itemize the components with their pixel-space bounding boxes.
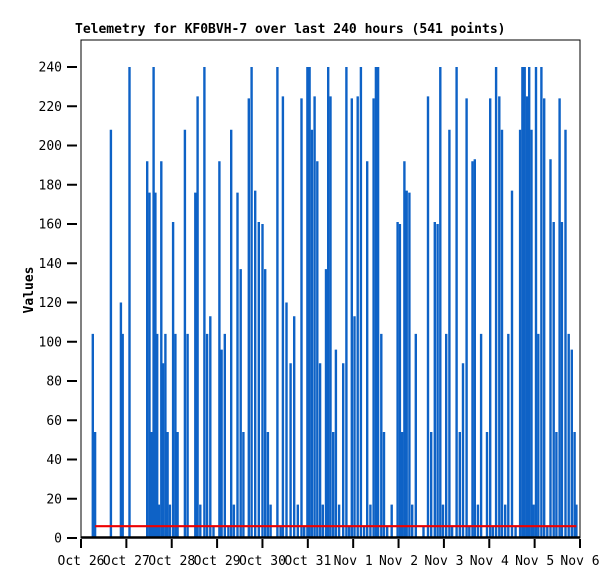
- y-tick-label: 180: [39, 178, 62, 193]
- x-tick-label: Nov 4: [470, 554, 509, 569]
- y-tick-label: 160: [39, 218, 62, 233]
- y-tick-label: 60: [46, 414, 62, 429]
- x-tick-label: Oct 31: [284, 554, 331, 569]
- chart-title: Telemetry for KF0BVH-7 over last 240 hou…: [75, 22, 505, 37]
- x-tick-label: Nov 2: [379, 554, 418, 569]
- x-tick-label: Oct 27: [103, 554, 150, 569]
- y-tick-label: 140: [39, 257, 62, 272]
- x-tick-label: Nov 5: [515, 554, 554, 569]
- y-tick-label: 0: [54, 532, 62, 547]
- x-tick-label: Oct 26: [58, 554, 105, 569]
- x-tick-label: Oct 29: [194, 554, 241, 569]
- y-tick-label: 120: [39, 296, 62, 311]
- x-tick-label: Nov 1: [334, 554, 373, 569]
- x-tick-label: Oct 28: [148, 554, 195, 569]
- y-tick-label: 200: [39, 139, 62, 154]
- impulse-series: [91, 67, 578, 538]
- plot-frame: [80, 39, 581, 539]
- y-axis-title: Values: [22, 267, 37, 314]
- x-tick-label: Nov 3: [424, 554, 463, 569]
- y-tick-label: 80: [46, 375, 62, 390]
- y-tick-label: 100: [39, 335, 62, 350]
- y-tick-label: 40: [46, 453, 62, 468]
- y-axis-ticks: 0 20 40 60 80 100 120 140 160 180 200 220 240: [39, 61, 77, 547]
- y-tick-label: 20: [46, 492, 62, 507]
- x-tick-label: Nov 6: [560, 554, 599, 569]
- x-tick-label: Oct 30: [239, 554, 286, 569]
- y-tick-label: 240: [39, 61, 62, 76]
- y-tick-label: 220: [39, 100, 62, 115]
